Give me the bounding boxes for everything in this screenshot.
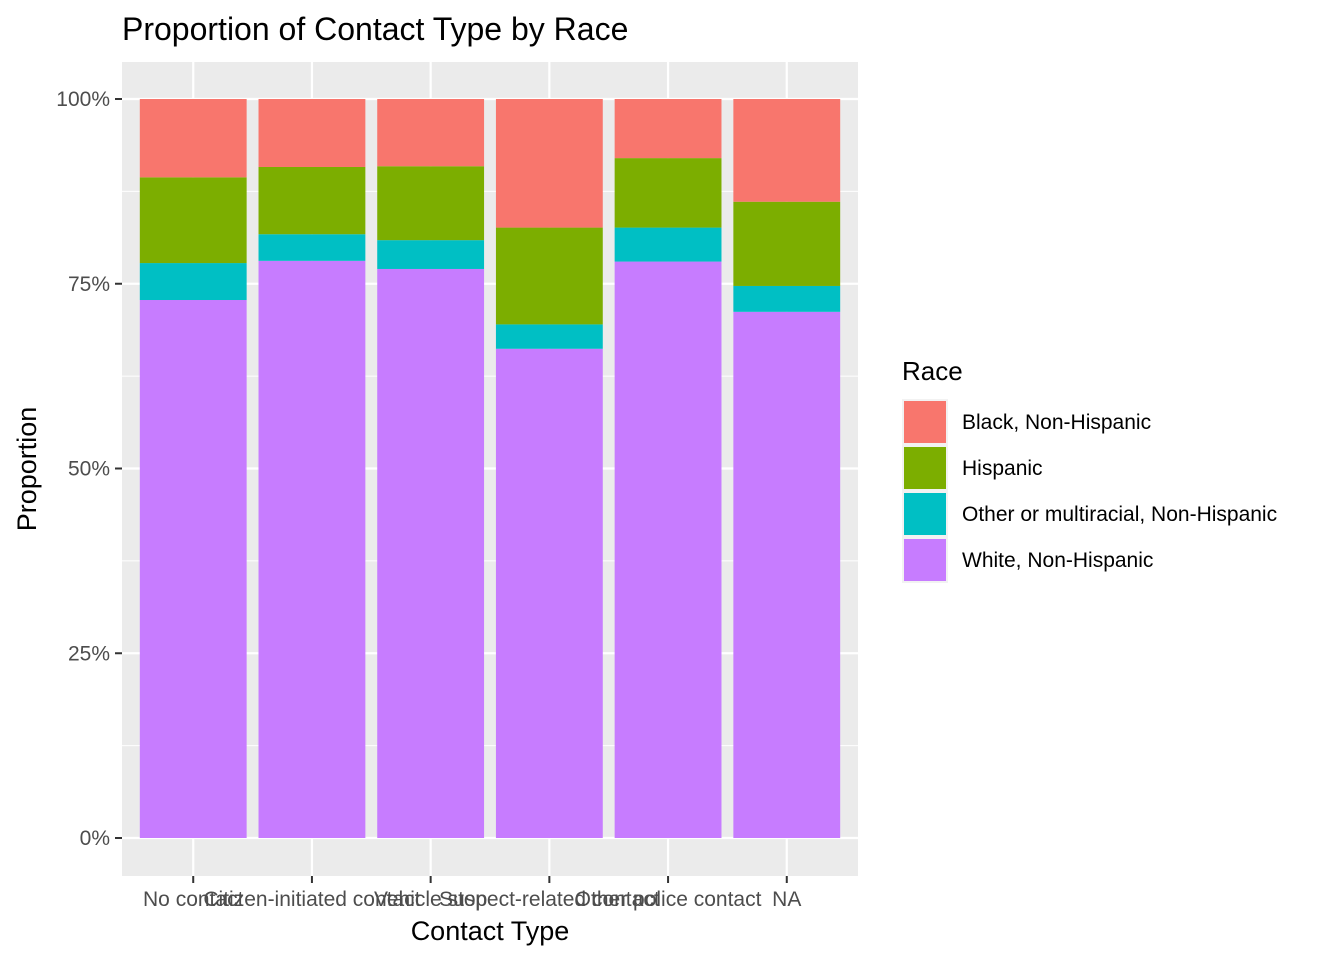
bar-segment-hispanic [733,201,841,286]
bar-segment-white-non-hispanic [377,268,485,839]
bar-segment-hispanic [377,166,485,241]
y-tick-label: 0% [80,827,110,850]
legend-label: White, Non-Hispanic [962,549,1153,572]
y-tick-label: 25% [68,642,110,665]
bar-segment-black-non-hispanic [258,99,366,167]
legend: Race Black, Non-Hispanic Hispanic Other or… [902,356,1277,583]
y-tick-label: 75% [68,273,110,296]
bar-segment-hispanic [495,227,603,325]
axes: 0% 25% 50% 75% 100% No contactCitizen-initiat… [56,88,801,911]
x-tick-label: Other police contact [575,888,762,911]
bar-segment-other-or-multiracial-non-hispanic [495,324,603,349]
legend-title: Race [902,356,963,386]
bar-segment-white-non-hispanic [733,311,841,838]
bar-segment-hispanic [139,177,247,264]
bar-segment-white-non-hispanic [258,260,366,838]
bar-segment-hispanic [614,158,722,228]
y-tick-label: 50% [68,458,110,481]
x-tick-label: Suspect-related contact [439,888,660,911]
bar-segment-other-or-multiracial-non-hispanic [377,240,485,269]
x-tick-label: NA [772,888,801,911]
legend-label: Black, Non-Hispanic [962,411,1151,434]
bar-segment-black-non-hispanic [614,99,722,159]
y-tick-label: 100% [56,88,110,111]
x-axis-title: Contact Type [411,916,570,946]
bar-segment-other-or-multiracial-non-hispanic [733,285,841,312]
bar-segment-other-or-multiracial-non-hispanic [139,263,247,301]
bar-segment-white-non-hispanic [614,261,722,839]
x-tick-label: No contact [143,888,244,911]
y-axis-title: Proportion [12,407,42,532]
bar-segment-black-non-hispanic [733,99,841,202]
bar-segment-hispanic [258,166,366,235]
x-tick-label: Vehicle stop [374,888,487,911]
legend-swatch [904,447,946,489]
legend-label: Hispanic [962,457,1043,480]
bar-segment-other-or-multiracial-non-hispanic [614,227,722,262]
bar-segment-white-non-hispanic [495,348,603,838]
bar-segment-other-or-multiracial-non-hispanic [258,234,366,261]
legend-items: Black, Non-Hispanic Hispanic Other or mult… [902,399,1277,583]
legend-swatch [904,401,946,443]
x-tick-label: Citizen-initiated contact [203,888,420,911]
bar-segment-black-non-hispanic [139,99,247,178]
chart-title: Proportion of Contact Type by Race [122,11,628,47]
legend-swatch [904,493,946,535]
bars [139,99,841,839]
bar-segment-black-non-hispanic [377,99,485,167]
legend-label: Other or multiracial, Non-Hispanic [962,503,1277,526]
bar-segment-black-non-hispanic [495,99,603,228]
legend-swatch [904,539,946,581]
bar-segment-white-non-hispanic [139,300,247,838]
